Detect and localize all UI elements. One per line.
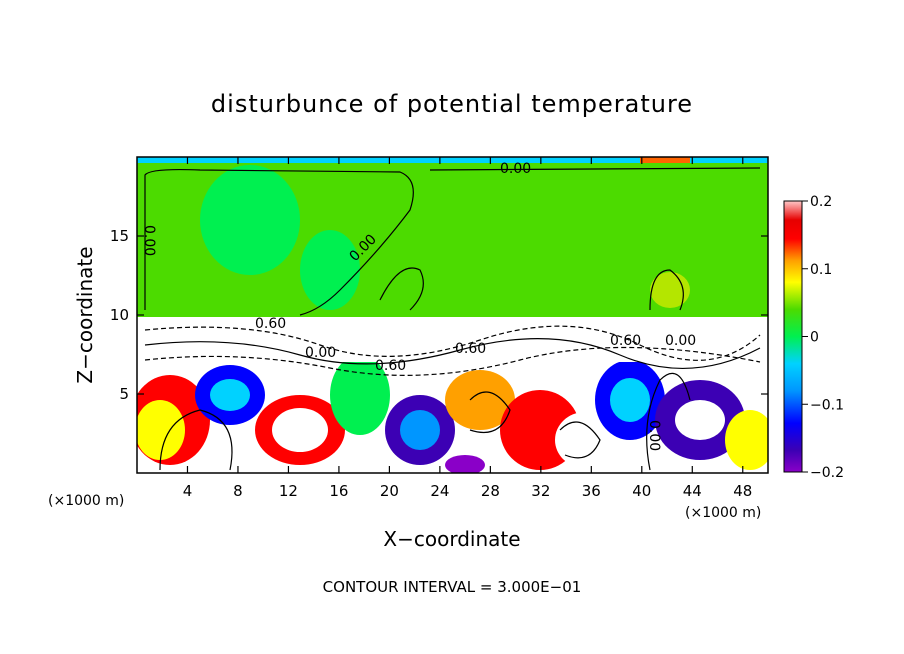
contour-label: 0.00 <box>665 333 696 349</box>
z-tick-label: 5 <box>119 385 129 403</box>
x-ticks: 4 8 12 16 20 24 28 32 36 40 44 48 <box>183 157 752 500</box>
x-tick-label: 40 <box>632 482 651 500</box>
x-tick-label: 48 <box>733 482 752 500</box>
x-unit-label-right: (×1000 m) <box>685 505 761 521</box>
contour-label: 0.00 <box>305 345 336 361</box>
contour-label: 0.00 <box>646 420 662 451</box>
chart-title: disturbunce of potential temperature <box>211 90 693 118</box>
colorbar-tick-label: −0.1 <box>810 397 844 413</box>
colorbar-tick-label: 0.1 <box>810 262 832 278</box>
x-tick-label: 20 <box>380 482 399 500</box>
z-ticks: 5 10 15 <box>110 227 768 403</box>
y-axis-label: Z−coordinate <box>73 246 97 383</box>
contour-lines <box>144 167 761 471</box>
x-tick-label: 4 <box>183 482 193 500</box>
x-tick-label: 32 <box>531 482 550 500</box>
contour-label: 0.60 <box>455 341 486 357</box>
x-tick-label: 24 <box>430 482 449 500</box>
x-unit-label-left: (×1000 m) <box>48 493 124 509</box>
colorbar <box>783 200 803 473</box>
colorbar-tick-label: −0.2 <box>810 465 844 481</box>
x-tick-label: 36 <box>582 482 601 500</box>
x-tick-label: 16 <box>329 482 348 500</box>
contour-label: 0.00 <box>141 225 157 256</box>
z-tick-label: 10 <box>110 306 129 324</box>
contour-label: 0.60 <box>255 316 286 332</box>
contour-label: 0.00 <box>500 161 531 177</box>
contour-interval-note: CONTOUR INTERVAL = 3.000E−01 <box>323 578 582 596</box>
colorbar-tick-label: 0 <box>810 330 819 346</box>
x-tick-label: 8 <box>233 482 243 500</box>
field-image <box>137 157 768 473</box>
x-tick-label: 44 <box>683 482 702 500</box>
colorbar-ticks: 0.2 0.1 0 −0.1 −0.2 <box>802 194 844 481</box>
x-axis-label: X−coordinate <box>383 527 520 551</box>
contour-label: 0.60 <box>375 358 406 374</box>
z-tick-label: 15 <box>110 227 129 245</box>
colorbar-tick-label: 0.2 <box>810 194 832 210</box>
x-tick-label: 12 <box>279 482 298 500</box>
contour-label: 0.60 <box>610 333 641 349</box>
x-tick-label: 28 <box>481 482 500 500</box>
